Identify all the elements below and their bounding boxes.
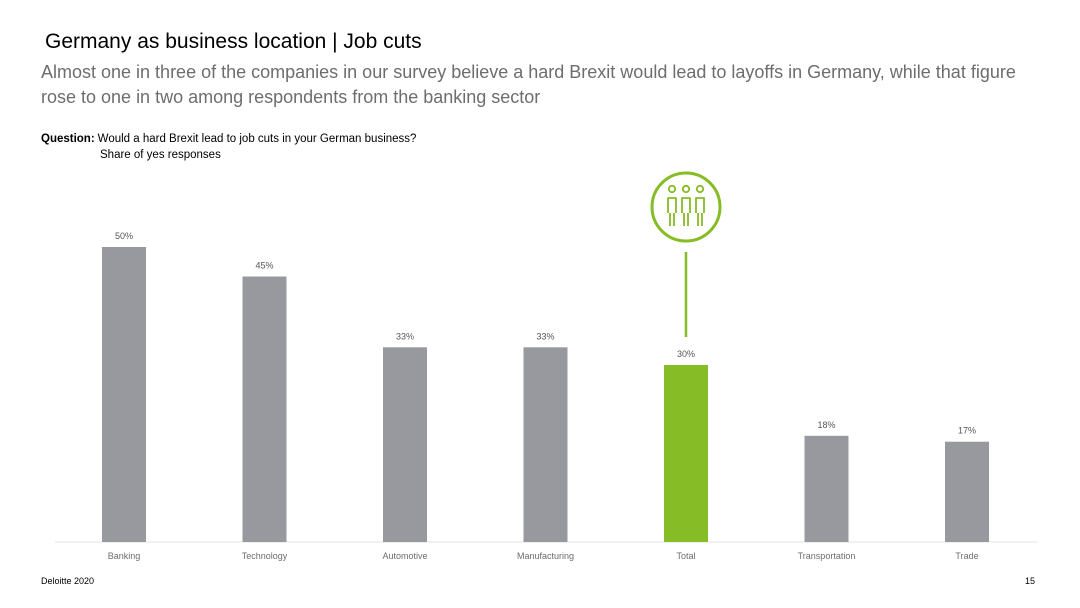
question-label: Question: bbox=[41, 133, 95, 145]
page-number: 15 bbox=[1024, 576, 1035, 586]
footer-source: Deloitte 2020 bbox=[41, 576, 95, 586]
bar-banking bbox=[102, 247, 146, 542]
category-label-manufacturing: Manufacturing bbox=[517, 551, 574, 561]
bar-automotive bbox=[383, 347, 427, 542]
category-label-trade: Trade bbox=[955, 551, 978, 561]
bar-transportation bbox=[804, 435, 849, 542]
bar-technology bbox=[242, 276, 287, 542]
question-subtext: Share of yes responses bbox=[100, 149, 221, 161]
data-label-automotive: 33% bbox=[396, 331, 414, 341]
data-label-trade: 17% bbox=[958, 426, 976, 436]
data-label-banking: 50% bbox=[115, 231, 133, 241]
data-label-transportation: 18% bbox=[817, 420, 835, 430]
question-block: Question: Would a hard Brexit lead to job… bbox=[41, 131, 416, 163]
category-label-transportation: Transportation bbox=[798, 551, 856, 561]
bar-total bbox=[664, 365, 708, 542]
people-group-icon bbox=[650, 171, 722, 243]
category-label-automotive: Automotive bbox=[382, 551, 427, 561]
data-label-total: 30% bbox=[677, 349, 695, 359]
bar-manufacturing bbox=[523, 347, 568, 542]
data-label-technology: 45% bbox=[255, 261, 273, 271]
question-text: Would a hard Brexit lead to job cuts in … bbox=[97, 133, 417, 145]
category-label-total: Total bbox=[676, 551, 695, 561]
page-subtitle: Almost one in three of the companies in … bbox=[41, 62, 1016, 107]
category-label-technology: Technology bbox=[242, 551, 288, 561]
category-label-banking: Banking bbox=[108, 551, 141, 561]
data-label-manufacturing: 33% bbox=[536, 331, 554, 341]
bar-trade bbox=[945, 441, 989, 542]
page-title: Germany as business location | Job cuts bbox=[45, 30, 422, 53]
